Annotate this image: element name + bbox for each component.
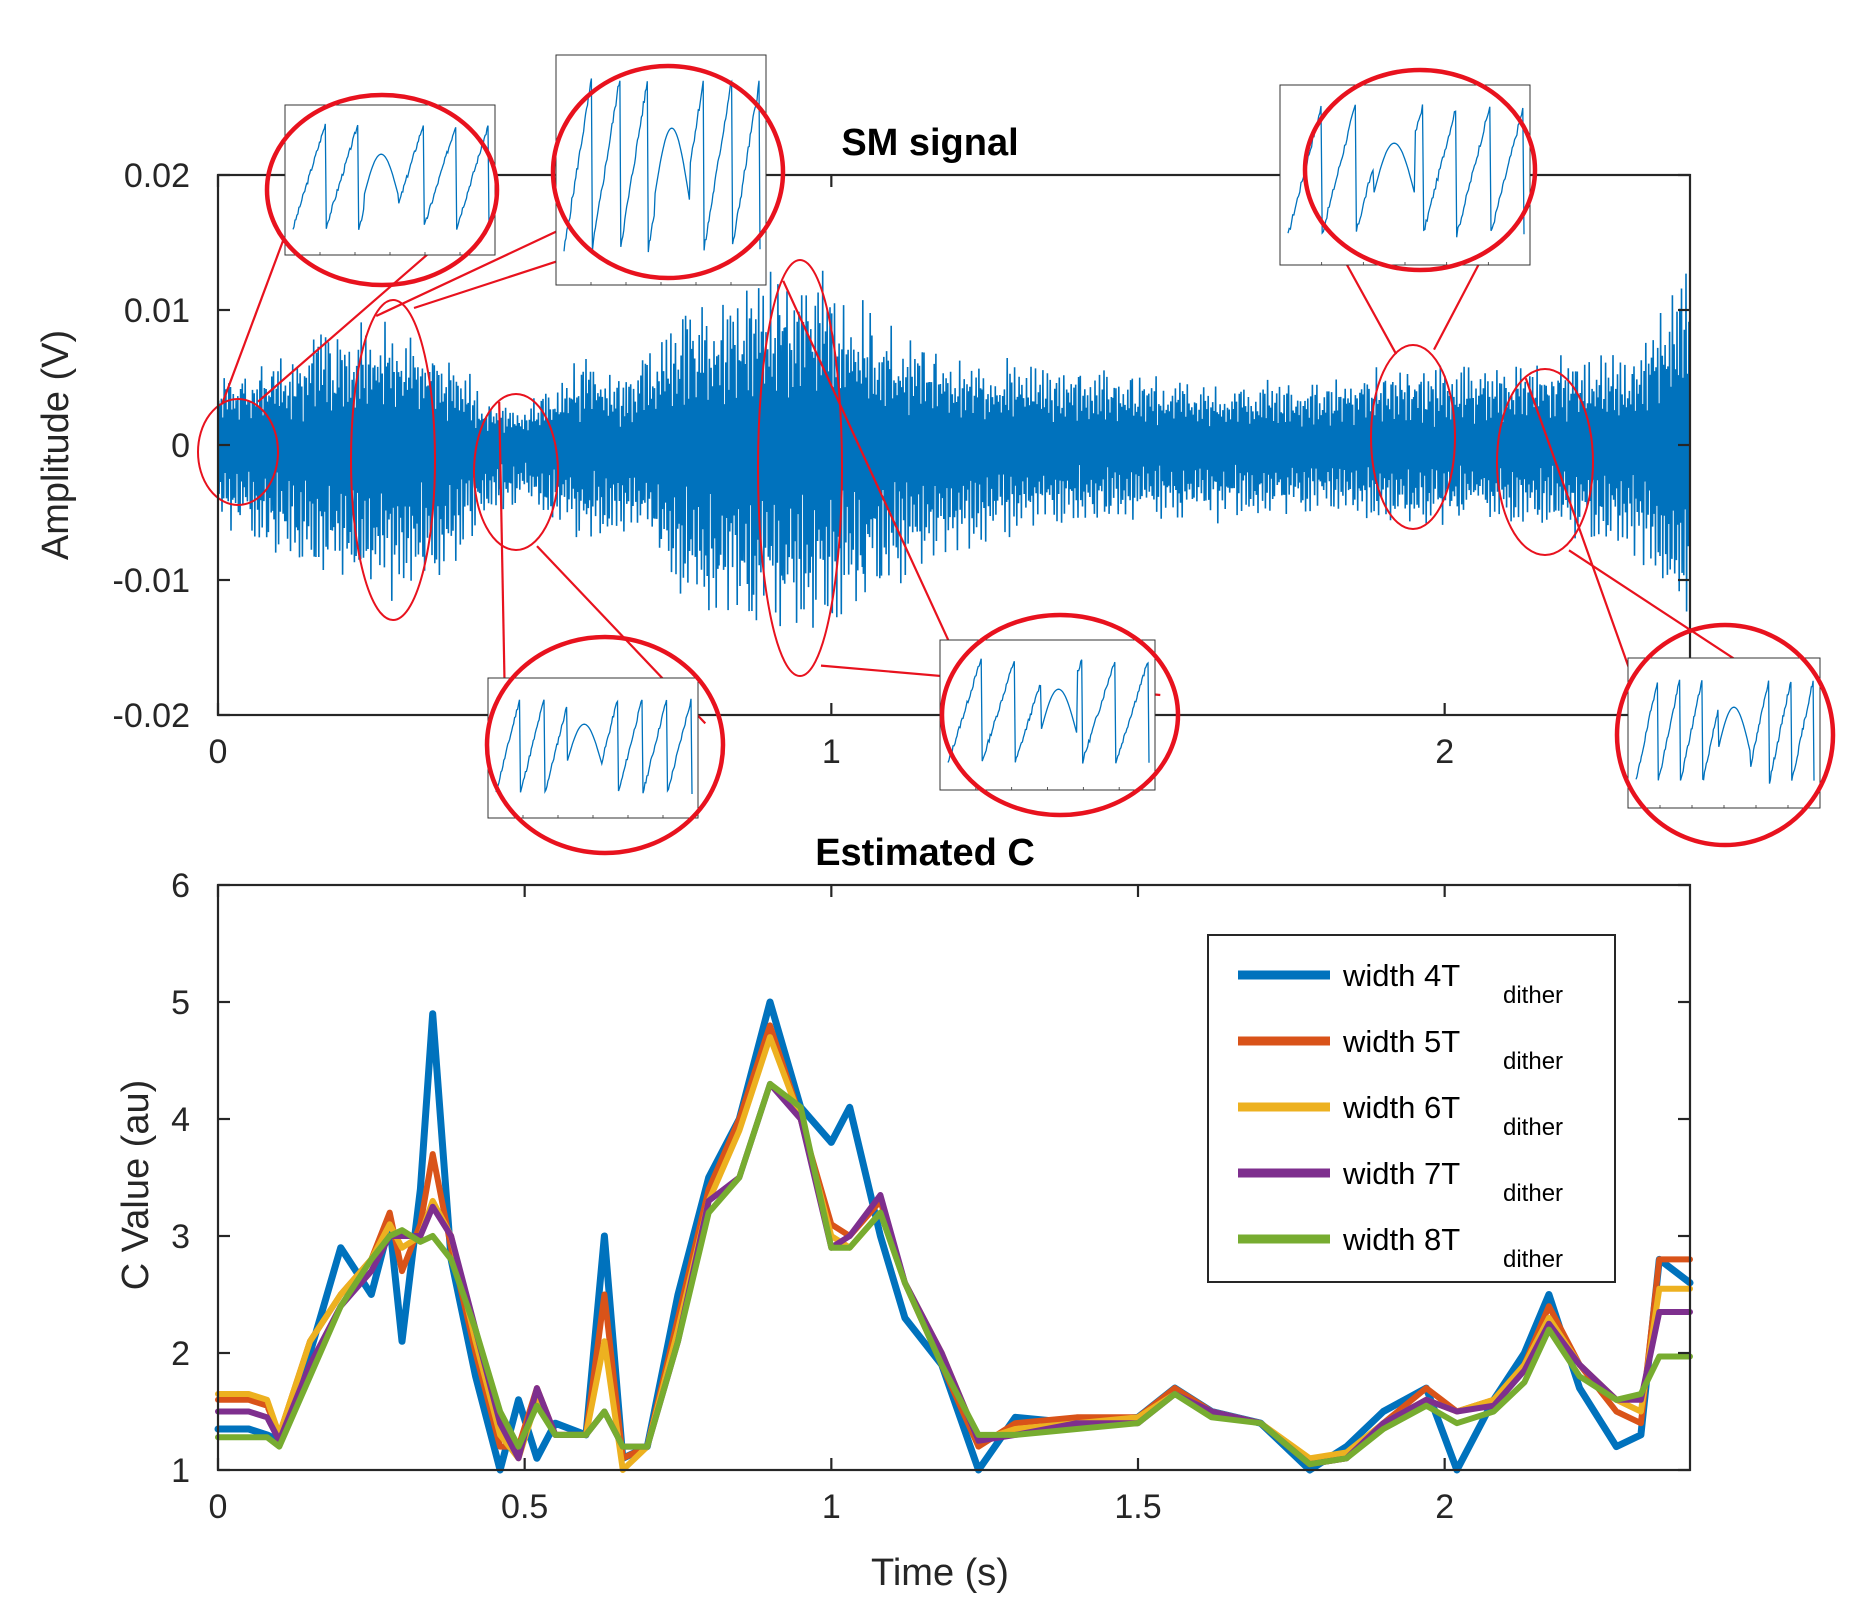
y-tick-label: 3 xyxy=(171,1218,190,1256)
zoom-marker-ellipse xyxy=(757,259,843,677)
zoom-markers xyxy=(197,259,1594,677)
y-tick-label: 0 xyxy=(171,427,190,465)
x-tick-label: 1.5 xyxy=(1114,1488,1161,1526)
zoom-inset-trace xyxy=(563,78,761,253)
legend-label-subscript: dither xyxy=(1503,1246,1563,1273)
y-tick-label: -0.01 xyxy=(113,562,191,600)
sm-signal-series xyxy=(217,270,1691,628)
zoom-inset-circle xyxy=(550,63,786,281)
estimated-c-axes xyxy=(216,883,1692,1472)
legend: width 4T dither width 5T dither width 6T dith… xyxy=(1207,934,1616,1283)
c-value-ylabel: C Value (au) xyxy=(115,1080,157,1291)
y-tick-label: -0.02 xyxy=(113,697,191,735)
zoom-inset-trace xyxy=(292,123,490,230)
legend-label-subscript: dither xyxy=(1503,982,1563,1009)
legend-label: width 5T xyxy=(1342,1024,1460,1059)
zoom-inset xyxy=(550,54,786,286)
zoom-inset-trace xyxy=(1287,104,1525,238)
title-background xyxy=(815,112,1045,168)
zoom-insets xyxy=(264,54,1836,856)
zoom-callout-line xyxy=(220,237,286,405)
zoom-inset-frame xyxy=(939,639,1156,791)
zoom-callout-line xyxy=(498,401,506,692)
x-tick-label: 2 xyxy=(1435,1488,1454,1526)
series-line-width-8t xyxy=(215,1080,1693,1468)
zoom-inset xyxy=(1279,67,1538,273)
legend-label-subscript: dither xyxy=(1503,1180,1563,1207)
zoom-inset-frame xyxy=(1627,657,1821,809)
zoom-inset-circle xyxy=(484,634,726,856)
y-tick-label: 0.02 xyxy=(124,157,190,195)
sm-signal-line xyxy=(217,270,1691,628)
estimated-c-panel: 0 0.5 1 1.5 2 6 5 4 3 2 1 Estimated C Time (s) C V… xyxy=(115,832,1694,1594)
x-tick-label: 0 xyxy=(209,1488,228,1526)
legend-label: width 7T xyxy=(1342,1156,1460,1191)
amplitude-ylabel: Amplitude (V) xyxy=(35,330,77,560)
y-tick-label: 1 xyxy=(171,1452,190,1490)
zoom-callout-line xyxy=(782,280,961,666)
x-tick-label: 2 xyxy=(1435,733,1454,771)
time-xlabel: Time (s) xyxy=(871,1552,1009,1594)
y-tick-label: 4 xyxy=(171,1101,190,1139)
zoom-marker-ellipse xyxy=(1370,344,1456,530)
legend-label: width 8T xyxy=(1342,1222,1460,1257)
zoom-marker-ellipse xyxy=(197,398,279,506)
estimated-c-ticks: 0 0.5 1 1.5 2 6 5 4 3 2 1 xyxy=(171,867,1690,1526)
x-tick-label: 1 xyxy=(822,1488,841,1526)
zoom-inset-frame xyxy=(1279,84,1531,266)
zoom-inset-circle xyxy=(939,612,1181,818)
zoom-inset-trace xyxy=(495,698,693,795)
sm-signal-title: SM signal xyxy=(841,122,1018,164)
zoom-callout-line xyxy=(375,224,571,317)
zoom-marker-ellipse xyxy=(473,393,559,551)
y-tick-label: 6 xyxy=(171,867,190,905)
x-tick-label: 1 xyxy=(822,733,841,771)
sm-signal-panel: 0 1 2 0.02 0.01 0 -0.01 -0.02 SM signal Amplitu… xyxy=(35,54,1836,856)
y-tick-label: 5 xyxy=(171,984,190,1022)
legend-label-subscript: dither xyxy=(1503,1114,1563,1141)
zoom-inset xyxy=(264,92,500,288)
zoom-inset xyxy=(1614,622,1836,848)
zoom-inset xyxy=(484,634,726,856)
zoom-inset-circle xyxy=(264,92,500,288)
zoom-inset-trace xyxy=(947,658,1150,764)
estimated-c-title: Estimated C xyxy=(815,832,1035,874)
y-tick-label: 2 xyxy=(171,1335,190,1373)
sm-signal-ticks: 0 1 2 0.02 0.01 0 -0.01 -0.02 xyxy=(113,157,1690,771)
legend-label: width 6T xyxy=(1342,1090,1460,1125)
zoom-callout-line xyxy=(1524,377,1635,681)
zoom-marker-ellipse xyxy=(1496,368,1594,556)
x-tick-label: 0 xyxy=(209,733,228,771)
y-tick-label: 0.01 xyxy=(124,292,190,330)
legend-label-subscript: dither xyxy=(1503,1048,1563,1075)
zoom-inset xyxy=(939,612,1181,818)
legend-label: width 4T xyxy=(1342,958,1460,993)
zoom-inset-trace xyxy=(1635,679,1815,784)
x-tick-label: 0.5 xyxy=(501,1488,548,1526)
zoom-inset-circle xyxy=(1302,67,1538,273)
zoom-inset-frame xyxy=(284,104,496,256)
zoom-inset-circle xyxy=(1614,622,1836,848)
estimated-c-series xyxy=(214,998,1694,1474)
zoom-marker-ellipse xyxy=(350,299,436,621)
